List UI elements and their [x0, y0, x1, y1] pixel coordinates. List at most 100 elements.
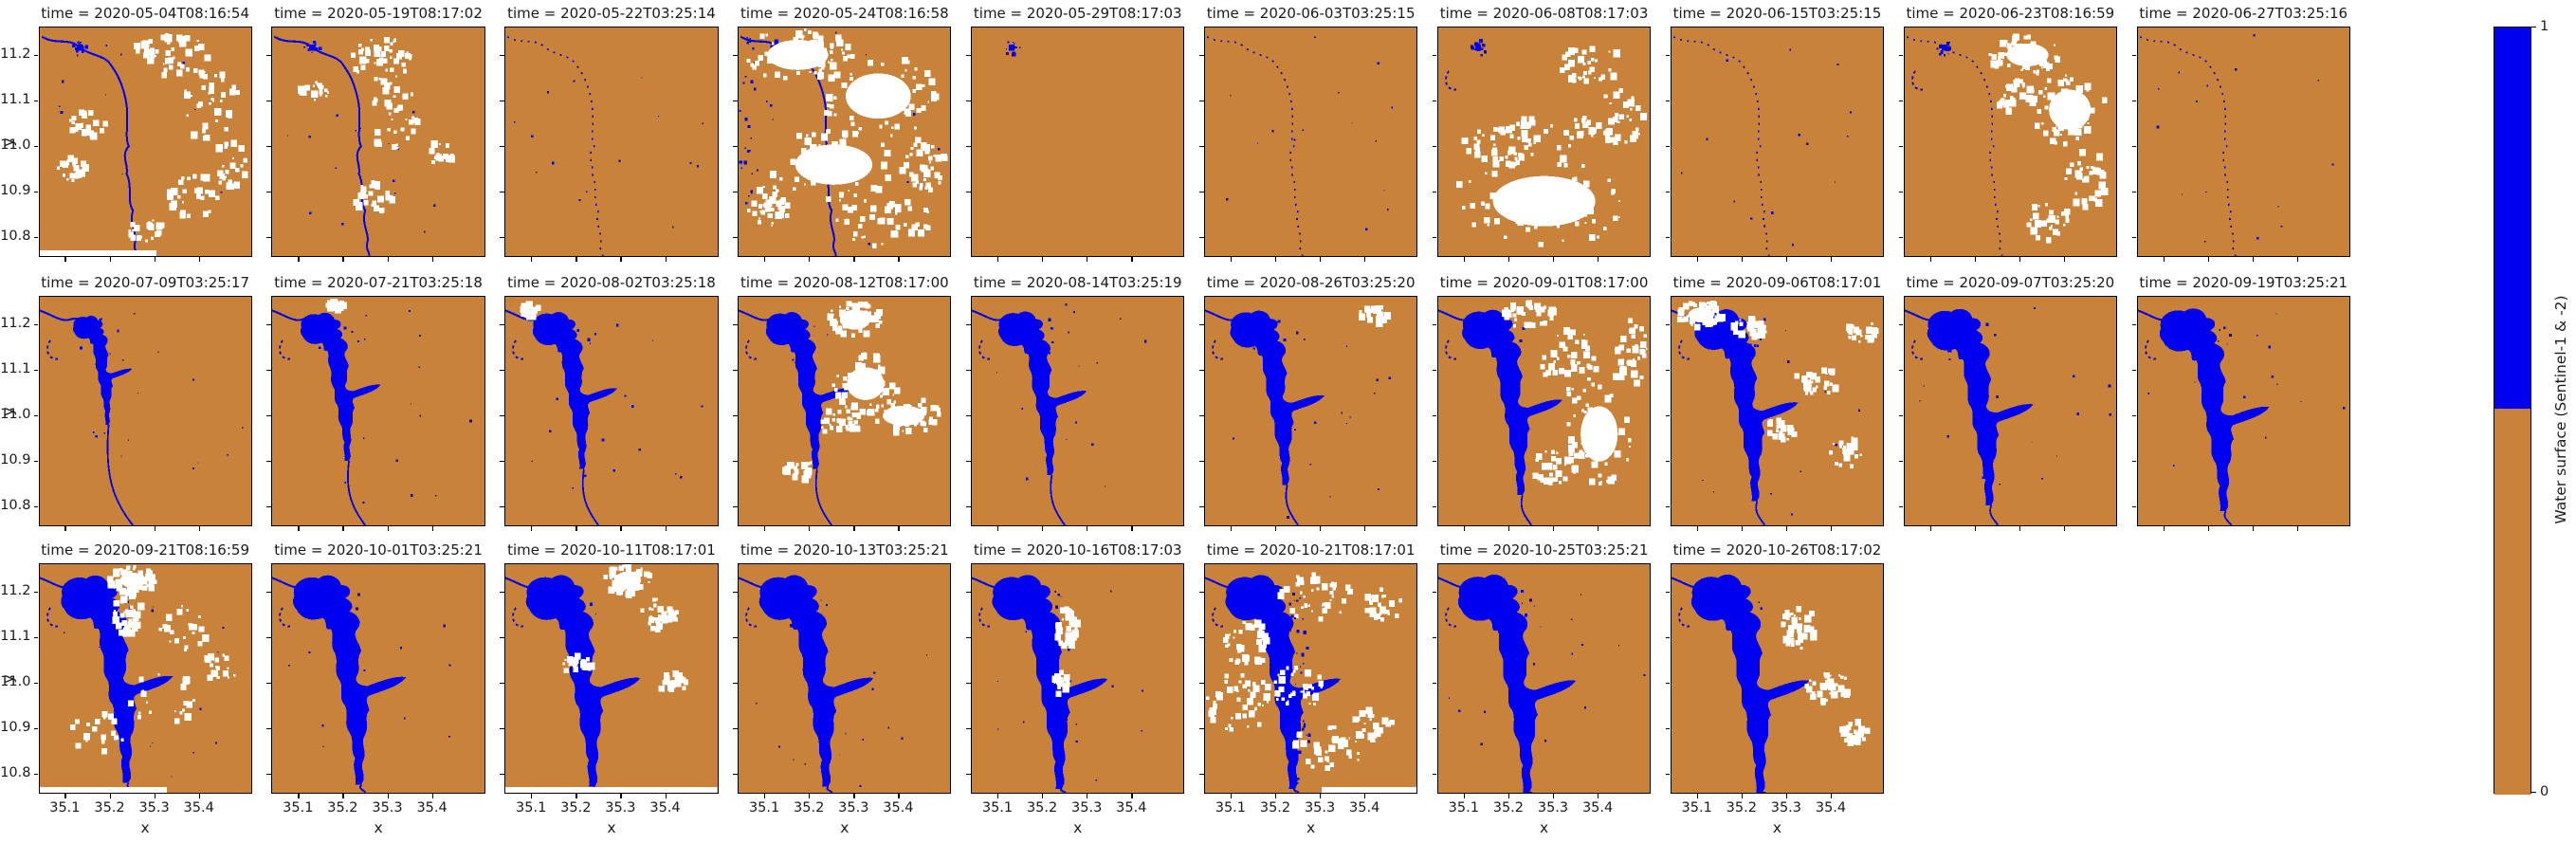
x-tick-mark [1364, 257, 1366, 262]
x-tick-mark [531, 526, 533, 531]
x-tick-label: 35.1 [1448, 800, 1479, 816]
facet-panel-title: time = 2020-10-11T08:17:01 [507, 541, 716, 559]
x-tick-label: 35.4 [649, 800, 681, 816]
y-tick-mark [733, 414, 738, 417]
y-tick-label: 11.0 [0, 406, 31, 422]
x-tick-mark [1230, 526, 1233, 531]
x-tick-mark [531, 794, 533, 798]
x-tick-label: 35.4 [183, 800, 214, 816]
colorbar-tick-label-0: 0 [2540, 784, 2549, 799]
y-tick-mark [33, 506, 38, 508]
y-tick-label: 11.1 [0, 361, 31, 376]
facet-panel-title: time = 2020-05-22T03:25:14 [507, 5, 716, 22]
x-tick-mark [1553, 526, 1555, 531]
y-tick-mark [500, 237, 504, 239]
y-tick-mark [2131, 414, 2137, 417]
facet-panel [2136, 27, 2350, 257]
facet-panel-title: time = 2020-08-26T03:25:20 [1206, 274, 1416, 291]
x-tick-mark [620, 794, 622, 798]
facet-panel [38, 27, 252, 257]
y-tick-label: 11.2 [0, 582, 31, 598]
y-tick-mark [1665, 237, 1671, 239]
x-tick-mark [2163, 257, 2165, 262]
y-tick-mark [266, 414, 271, 417]
facet-panel [504, 563, 719, 794]
x-tick-label: 35.1 [49, 800, 81, 816]
y-tick-mark [266, 774, 271, 776]
y-tick-mark [1665, 591, 1671, 594]
x-tick-mark [1831, 794, 1833, 798]
facet-panel-title: time = 2020-10-25T03:25:21 [1439, 541, 1649, 559]
x-tick-mark [1696, 526, 1698, 531]
x-tick-mark [1230, 257, 1233, 262]
water-map-canvas [1904, 27, 2116, 256]
x-tick-mark [1831, 526, 1833, 531]
y-tick-mark [500, 728, 504, 730]
y-tick-mark [500, 370, 504, 372]
y-tick-mark [2131, 323, 2137, 326]
y-tick-mark [733, 370, 738, 372]
x-axis-label: x [1539, 819, 1549, 836]
x-tick-mark [1553, 257, 1555, 262]
x-tick-mark [620, 257, 622, 262]
x-tick-label: 35.3 [1071, 800, 1103, 816]
x-tick-mark [1131, 257, 1133, 262]
y-tick-mark [1432, 145, 1437, 148]
x-tick-mark [1785, 794, 1788, 798]
y-tick-label: 11.0 [0, 137, 31, 153]
y-tick-mark [1199, 728, 1204, 730]
facet-panel-title: time = 2020-09-06T08:17:01 [1672, 274, 1882, 291]
y-tick-mark [1665, 774, 1671, 776]
y-tick-mark [33, 682, 38, 685]
x-tick-mark [431, 257, 433, 262]
y-tick-mark [733, 591, 738, 594]
x-tick-mark [853, 794, 855, 798]
y-tick-mark [1665, 682, 1671, 685]
y-tick-mark [1432, 506, 1437, 508]
y-tick-mark [1665, 54, 1671, 57]
x-tick-label: 35.1 [516, 800, 547, 816]
y-tick-mark [500, 54, 504, 57]
x-tick-label: 35.2 [1492, 800, 1525, 816]
x-tick-mark [109, 526, 111, 531]
water-map-canvas [972, 27, 1184, 256]
x-tick-mark [1507, 526, 1510, 531]
x-tick-mark [575, 257, 577, 262]
x-tick-label: 35.2 [1259, 800, 1291, 816]
x-tick-mark [1785, 526, 1788, 531]
facet-panel-title: time = 2020-05-04T08:16:54 [41, 5, 249, 22]
y-tick-mark [966, 237, 971, 239]
colorbar-tick-mark-bottom [2531, 792, 2536, 794]
water-map-canvas [1437, 297, 1651, 525]
x-tick-mark [665, 257, 667, 262]
x-tick-mark [1741, 257, 1744, 262]
facet-panel-title: time = 2020-08-12T08:17:00 [740, 274, 949, 291]
y-axis-label: y [0, 137, 17, 147]
x-tick-label: 35.4 [1349, 800, 1380, 816]
x-tick-mark [2296, 526, 2299, 531]
y-tick-mark [1665, 461, 1671, 463]
y-tick-mark [1199, 370, 1204, 372]
x-axis-label: x [1772, 819, 1782, 836]
y-tick-mark [1199, 323, 1204, 326]
water-map-canvas [505, 27, 718, 256]
y-tick-mark [1898, 54, 1904, 57]
y-tick-label: 11.2 [0, 315, 31, 331]
facet-panel [38, 296, 252, 526]
x-tick-mark [1275, 257, 1277, 262]
x-tick-mark [1463, 526, 1466, 531]
y-axis-label: y [0, 673, 17, 684]
colorbar-tick-label-1: 1 [2540, 19, 2549, 34]
x-tick-mark [1929, 526, 1931, 531]
y-tick-mark [966, 682, 971, 685]
y-tick-mark [966, 54, 971, 57]
x-tick-mark [2019, 526, 2021, 531]
facet-panel [1670, 563, 1885, 794]
x-tick-mark [1553, 794, 1555, 798]
x-tick-mark [665, 794, 667, 798]
water-map-canvas [972, 564, 1184, 793]
y-tick-mark [33, 323, 38, 326]
x-tick-mark [298, 794, 300, 798]
water-map-canvas [1671, 27, 1884, 256]
facet-panel [1204, 296, 1418, 526]
